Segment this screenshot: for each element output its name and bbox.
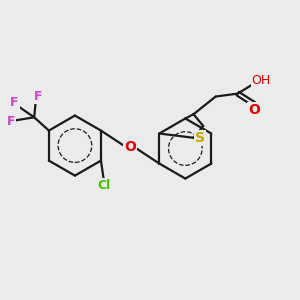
Text: S: S [195, 131, 205, 146]
Text: F: F [10, 95, 19, 109]
Text: F: F [34, 90, 43, 103]
Text: Cl: Cl [97, 179, 110, 192]
Text: OH: OH [252, 74, 271, 87]
Text: F: F [6, 115, 15, 128]
Text: O: O [248, 103, 260, 117]
Text: O: O [124, 140, 136, 154]
